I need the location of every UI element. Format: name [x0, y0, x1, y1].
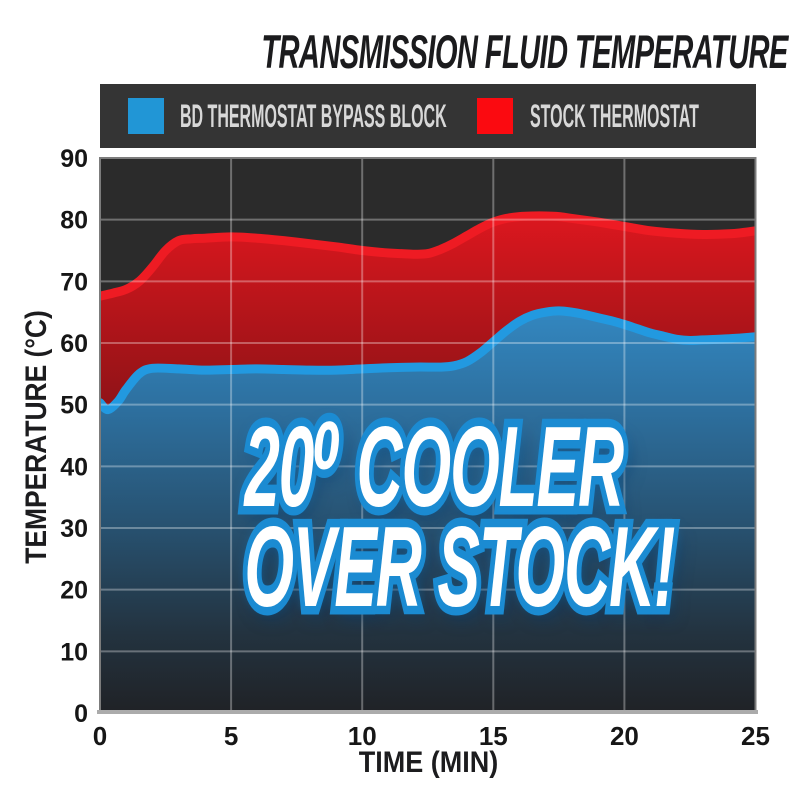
chart-title-text: TRANSMISSION FLUID TEMPERATURE [261, 25, 788, 78]
legend-swatch-blue [128, 98, 164, 134]
legend-swatch-red [477, 98, 513, 134]
y-tick-label: 0 [74, 700, 88, 728]
series-areas [100, 211, 756, 713]
x-tick-label: 0 [93, 721, 107, 751]
legend-bar: BD THERMOSTAT BYPASS BLOCK STOCK THERMOS… [100, 84, 756, 148]
x-tick-label: 10 [348, 721, 377, 751]
x-tick-label: 25 [741, 721, 770, 751]
y-tick-label: 70 [60, 268, 88, 296]
y-tick-label: 80 [60, 207, 88, 235]
tick-labels: 0 10 20 30 40 50 60 70 80 90 0 5 10 15 20 25 [60, 145, 770, 751]
x-axis-title: TIME (MIN) [100, 746, 756, 780]
chart-title: TRANSMISSION FLUID TEMPERATURE [100, 24, 788, 79]
y-tick-label: 10 [60, 638, 88, 666]
y-tick-label: 60 [60, 330, 88, 358]
y-tick-label: 20 [60, 577, 88, 605]
series-area-bd-bypass [100, 310, 756, 713]
legend-label-bd-thermostat: BD THERMOSTAT BYPASS BLOCK [180, 98, 447, 134]
x-tick-label: 5 [224, 721, 238, 751]
legend-label-stock-thermostat: STOCK THERMOSTAT [530, 98, 699, 134]
x-tick-label: 20 [610, 721, 639, 751]
gridlines [100, 158, 756, 713]
y-tick-label: 40 [60, 453, 88, 481]
series-line-bd-bypass [100, 306, 756, 415]
series-line-stock-thermostat [100, 211, 756, 301]
x-axis-title-text: TIME (MIN) [358, 746, 498, 779]
y-tick-label: 50 [60, 392, 88, 420]
y-tick-label: 90 [60, 145, 88, 173]
x-tick-label: 15 [479, 721, 508, 751]
y-tick-label: 30 [60, 515, 88, 543]
